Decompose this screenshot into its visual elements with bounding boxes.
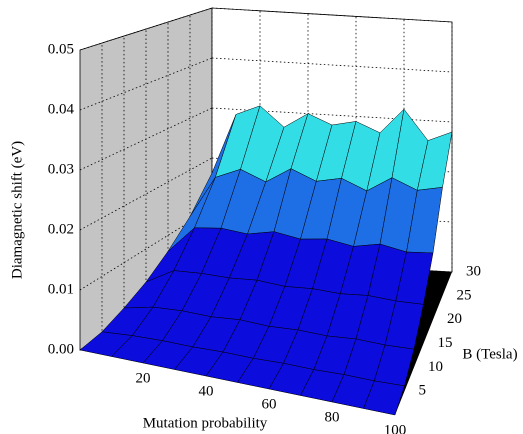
z-tick-label: 0.01 xyxy=(48,281,74,297)
x-tick-label: 40 xyxy=(199,383,214,399)
y-tick-label: 15 xyxy=(438,335,453,351)
x-tick-label: 100 xyxy=(384,422,407,434)
x-tick-label: 20 xyxy=(136,370,151,386)
y-tick-label: 5 xyxy=(419,383,427,399)
y-tick-label: 20 xyxy=(447,311,462,327)
z-tick-label: 0.02 xyxy=(48,221,74,237)
labels: Mutation probability B (Tesla) Diamagnet… xyxy=(9,41,517,434)
surface xyxy=(79,105,453,416)
x-tick-label: 80 xyxy=(325,409,340,425)
y-tick-label: 30 xyxy=(466,263,481,279)
grid-line xyxy=(211,57,453,73)
y-axis-label: B (Tesla) xyxy=(462,346,517,362)
y-tick-label: 10 xyxy=(428,359,443,375)
z-tick-label: 0.00 xyxy=(48,341,74,357)
surface-cell xyxy=(363,380,405,416)
z-tick-label: 0.04 xyxy=(48,101,75,117)
y-tick-label: 25 xyxy=(457,287,472,303)
z-tick-label: 0.05 xyxy=(48,41,74,57)
z-axis-label: Diamagnetic shift (eV) xyxy=(9,141,25,279)
z-tick-label: 0.03 xyxy=(48,161,74,177)
x-tick-label: 60 xyxy=(262,396,277,412)
x-axis-label: Mutation probability xyxy=(143,415,268,431)
grid-line xyxy=(211,7,453,23)
grid-line xyxy=(79,7,213,51)
